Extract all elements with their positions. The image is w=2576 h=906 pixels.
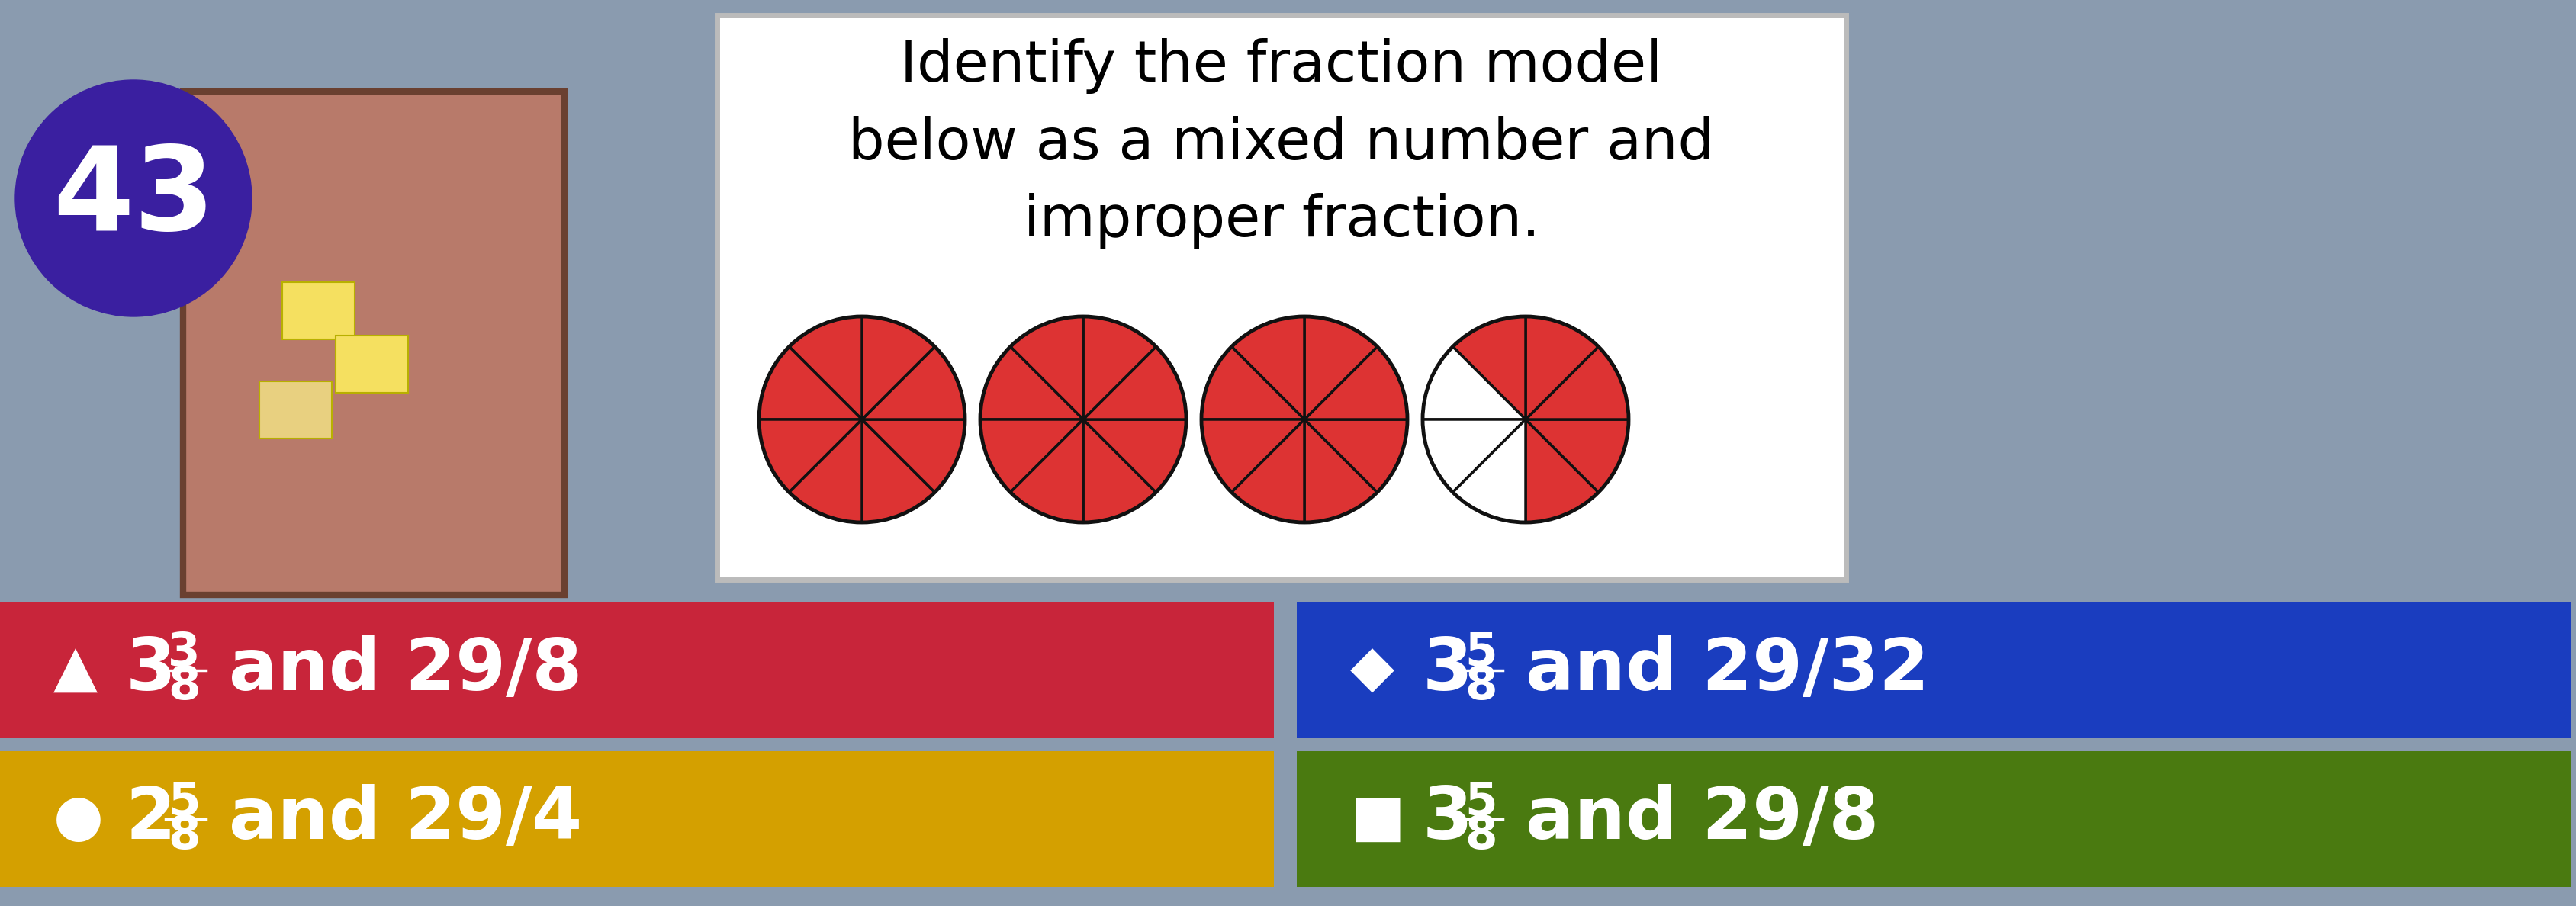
Wedge shape [1525,316,1600,419]
Text: Identify the fraction model
below as a mixed number and
improper fraction.: Identify the fraction model below as a m… [848,38,1716,248]
Wedge shape [1082,316,1157,419]
Text: and 29/8: and 29/8 [229,635,582,706]
Text: ●: ● [54,791,103,847]
Wedge shape [1082,419,1157,523]
Wedge shape [863,419,966,492]
Text: and 29/4: and 29/4 [229,784,582,854]
Text: 8: 8 [167,814,201,858]
Wedge shape [863,347,966,419]
Text: 8: 8 [167,665,201,709]
Wedge shape [981,347,1082,419]
Wedge shape [1200,419,1303,492]
Text: 3: 3 [167,631,201,676]
Wedge shape [1525,419,1628,492]
Wedge shape [1453,419,1525,523]
Wedge shape [1231,316,1303,419]
Wedge shape [863,419,935,523]
Bar [1296,751,2571,887]
Bar [260,381,332,439]
Wedge shape [1303,419,1378,523]
Wedge shape [1525,347,1628,419]
Text: 3: 3 [1422,784,1473,854]
Bar [183,92,564,595]
Text: 3: 3 [126,635,175,706]
Wedge shape [1453,316,1525,419]
Bar [0,602,1275,738]
Bar [0,0,2576,595]
Text: 8: 8 [1466,814,1497,858]
Text: 5: 5 [1466,631,1497,676]
Wedge shape [1303,347,1406,419]
Wedge shape [863,316,935,419]
Wedge shape [788,419,863,523]
Text: and 29/8: and 29/8 [1525,784,1878,854]
Wedge shape [1082,419,1185,492]
Wedge shape [1525,419,1600,523]
Bar [0,751,1275,887]
Bar [183,92,564,595]
Text: 2: 2 [126,784,175,854]
Wedge shape [981,419,1082,492]
Wedge shape [760,419,863,492]
Wedge shape [1010,419,1082,523]
Wedge shape [1231,419,1303,523]
Wedge shape [1082,347,1185,419]
Circle shape [15,80,252,316]
Wedge shape [1422,419,1525,492]
Text: 43: 43 [52,141,214,255]
Wedge shape [788,316,863,419]
Wedge shape [1010,316,1082,419]
Text: 3: 3 [1422,635,1473,706]
Text: 5: 5 [1466,780,1497,824]
Wedge shape [1200,347,1303,419]
Text: 5: 5 [167,780,201,824]
Text: ◆: ◆ [1350,642,1394,699]
Text: and 29/32: and 29/32 [1525,635,1929,706]
Bar [335,335,407,393]
Text: ■: ■ [1350,791,1404,847]
Wedge shape [1303,419,1406,492]
Text: 8: 8 [1466,665,1497,709]
Bar [283,282,355,340]
Text: ▲: ▲ [54,642,98,699]
Wedge shape [760,347,863,419]
Wedge shape [1303,316,1378,419]
Bar [1296,602,2571,738]
FancyBboxPatch shape [716,15,1847,580]
Wedge shape [1422,347,1525,419]
